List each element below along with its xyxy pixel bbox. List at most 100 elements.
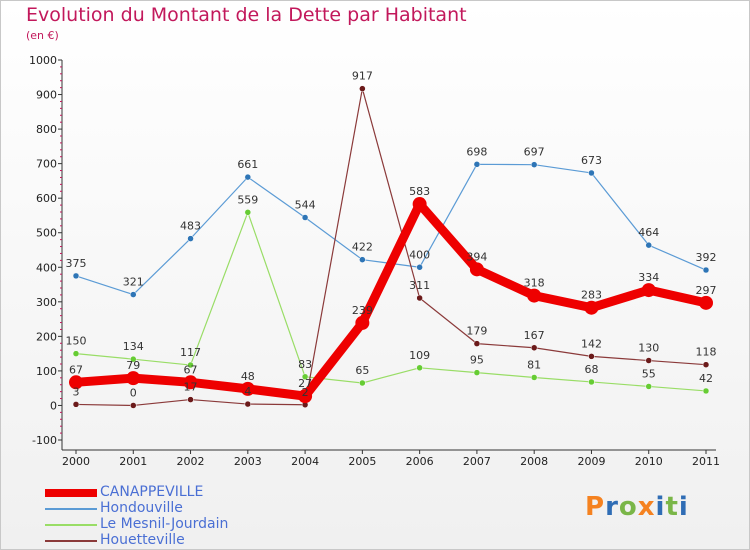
legend-label: Houetteville <box>100 532 185 548</box>
x-tick-label: 2004 <box>291 455 319 468</box>
y-tick-label: 100 <box>36 365 57 378</box>
data-label: 697 <box>524 146 545 159</box>
chart-title: Evolution du Montant de la Dette par Hab… <box>26 4 467 26</box>
x-tick-label: 2001 <box>119 455 147 468</box>
data-point <box>72 272 80 280</box>
y-tick-label: 500 <box>36 227 57 240</box>
data-point <box>473 161 481 168</box>
x-tick-label: 2002 <box>177 455 205 468</box>
logo-letter: P <box>585 492 606 522</box>
data-label: 83 <box>298 358 312 371</box>
data-label: 118 <box>696 346 717 359</box>
data-point <box>72 350 80 357</box>
legend-swatch <box>45 540 97 542</box>
data-point <box>702 361 710 368</box>
data-point <box>183 375 198 390</box>
data-label: 0 <box>130 386 137 399</box>
data-point <box>702 266 710 274</box>
data-label: 27 <box>298 377 312 390</box>
y-tick-label: 700 <box>36 158 57 171</box>
series-line <box>71 199 711 401</box>
data-point <box>359 379 366 387</box>
data-point <box>530 374 538 381</box>
data-label: 2 <box>302 386 309 399</box>
data-point <box>469 262 484 277</box>
data-point <box>359 85 366 92</box>
series-line <box>75 163 707 296</box>
data-label: 167 <box>524 329 545 342</box>
data-label: 400 <box>409 248 430 261</box>
data-label: 17 <box>184 381 198 394</box>
data-point <box>244 400 252 408</box>
x-tick-label: 2000 <box>62 455 90 468</box>
data-point <box>584 300 599 315</box>
data-point <box>412 197 427 212</box>
y-tick-label: 300 <box>36 296 57 309</box>
data-label: 134 <box>123 340 144 353</box>
y-tick-label: 1000 <box>29 54 57 67</box>
data-point <box>244 173 252 181</box>
data-label: 68 <box>584 363 598 376</box>
x-tick-label: 2010 <box>635 455 663 468</box>
proxiti-logo: Proxiti <box>585 492 689 522</box>
data-label: 65 <box>355 364 369 377</box>
data-label: 318 <box>524 277 545 290</box>
y-tick-label: 600 <box>36 192 57 205</box>
data-label: 698 <box>466 145 487 158</box>
y-tick-label: 0 <box>50 399 57 412</box>
logo-letter: r <box>605 492 619 522</box>
data-point <box>473 340 481 347</box>
data-point <box>72 401 80 408</box>
data-label: 321 <box>123 276 144 289</box>
y-tick-label: 900 <box>36 89 57 102</box>
legend-label: CANAPPEVILLE <box>100 484 204 500</box>
series-line <box>75 88 707 407</box>
y-tick-label: 400 <box>36 261 57 274</box>
legend-swatch <box>45 508 97 510</box>
data-point <box>641 283 656 298</box>
x-tick-label: 2008 <box>520 455 548 468</box>
data-point <box>301 214 309 221</box>
x-tick-label: 2006 <box>406 455 434 468</box>
data-label: 42 <box>699 372 713 385</box>
legend-item: CANAPPEVILLE <box>45 484 204 500</box>
data-label: 464 <box>638 226 659 239</box>
unit-label: (en €) <box>26 29 59 42</box>
data-point <box>130 291 137 298</box>
x-tick-label: 2003 <box>234 455 262 468</box>
x-tick-label: 2011 <box>692 455 720 468</box>
x-tick-label: 2009 <box>577 455 605 468</box>
legend-swatch <box>45 524 97 526</box>
data-label: 67 <box>69 363 83 376</box>
data-point <box>702 387 710 395</box>
data-point <box>530 344 538 352</box>
data-point <box>416 264 423 271</box>
data-label: 917 <box>352 70 373 83</box>
data-label: 583 <box>409 185 430 198</box>
data-point <box>298 389 313 404</box>
data-label: 283 <box>581 289 602 302</box>
data-point <box>416 294 423 302</box>
data-label: 109 <box>409 349 430 362</box>
data-point <box>69 375 83 390</box>
data-point <box>645 357 652 364</box>
data-label: 483 <box>180 220 201 233</box>
data-point <box>588 169 595 177</box>
logo-letter: i <box>678 492 689 522</box>
data-point <box>530 161 538 168</box>
data-point <box>301 373 309 381</box>
data-point <box>527 288 542 303</box>
series-line <box>75 211 707 392</box>
data-label: 179 <box>466 325 487 338</box>
data-point <box>645 383 652 390</box>
data-point <box>645 241 652 249</box>
legend-item: Le Mesnil-Jourdain <box>45 516 228 532</box>
y-tick-label: 800 <box>36 123 57 136</box>
data-label: 392 <box>696 251 717 264</box>
x-tick-label: 2007 <box>463 455 491 468</box>
data-label: 142 <box>581 337 602 350</box>
legend-swatch <box>45 489 97 497</box>
data-label: 4 <box>244 385 251 398</box>
data-point <box>416 364 423 372</box>
